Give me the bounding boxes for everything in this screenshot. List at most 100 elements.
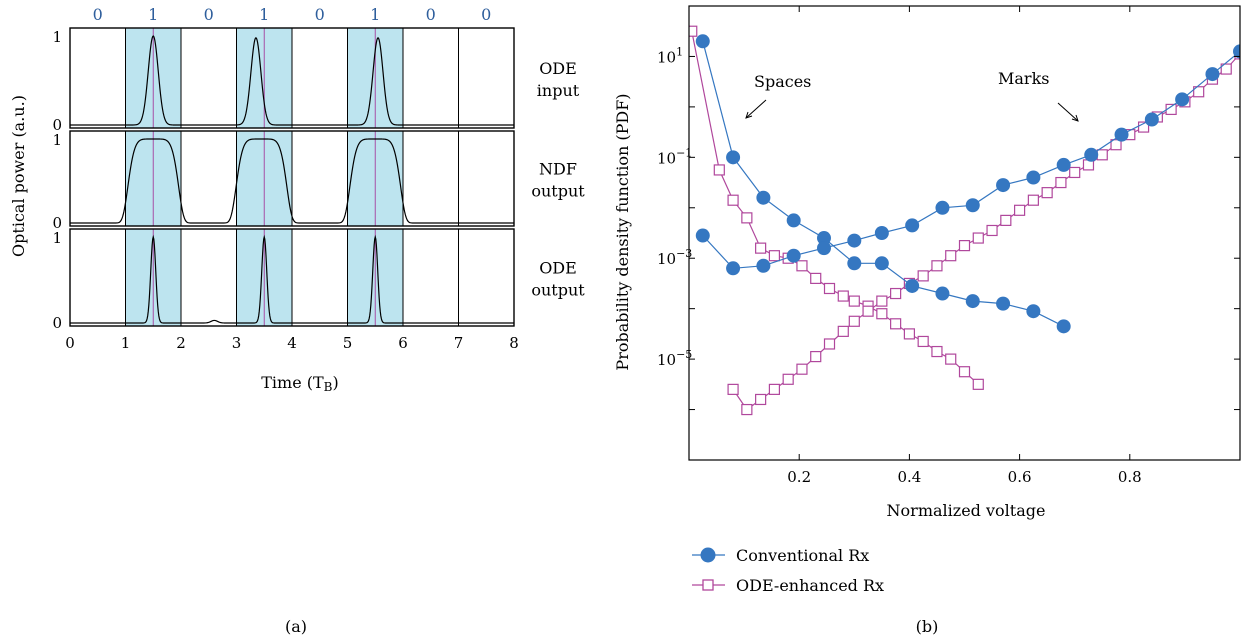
annotation-spaces: Spaces bbox=[754, 72, 811, 91]
y-tick-label: 101 bbox=[657, 45, 683, 66]
data-point-circle bbox=[1233, 44, 1240, 59]
data-point-square bbox=[1041, 187, 1053, 199]
panel-b-pdf: 0.2 0.4 0.6 0.8 101 10−1 10−3 10−5 Probability… bbox=[613, 5, 1241, 636]
data-point-square bbox=[1000, 214, 1012, 226]
x-tick-label: 1 bbox=[121, 334, 131, 352]
data-point-circle bbox=[935, 200, 950, 215]
bit-label: 1 bbox=[148, 5, 158, 24]
bit-label: 0 bbox=[481, 5, 491, 24]
data-point-square bbox=[768, 250, 781, 262]
annotation-marks-arrowhead bbox=[1071, 114, 1079, 122]
legend: Conventional Rx ODE-enhanced Rx bbox=[692, 546, 884, 595]
data-point-circle bbox=[996, 296, 1011, 311]
subplot-label: ODE bbox=[539, 259, 577, 278]
data-point-circle bbox=[756, 258, 771, 273]
x-tick-label: 6 bbox=[398, 334, 408, 352]
y-tick-label: 1 bbox=[52, 229, 62, 247]
y-tick-label: 1 bbox=[52, 131, 62, 149]
y-tick-label: 1 bbox=[52, 28, 62, 46]
data-point-square bbox=[823, 338, 836, 350]
data-point-square bbox=[958, 366, 971, 378]
data-point-circle bbox=[1114, 127, 1129, 142]
y-tick-label: 10−1 bbox=[657, 146, 692, 167]
power-trace bbox=[70, 35, 514, 126]
legend-item-ode-enhanced: ODE-enhanced Rx bbox=[692, 576, 884, 595]
data-point-square bbox=[1069, 166, 1081, 179]
data-point-circle bbox=[1026, 170, 1041, 185]
panel-b-label: (b) bbox=[916, 617, 939, 636]
data-point-square bbox=[768, 383, 781, 395]
data-point-square bbox=[848, 295, 860, 307]
data-point-square bbox=[972, 378, 984, 390]
data-point-circle bbox=[756, 190, 771, 205]
data-point-square bbox=[862, 305, 874, 317]
annotation-spaces-arrow bbox=[745, 99, 767, 119]
plot-frame bbox=[688, 5, 1241, 461]
data-point-circle bbox=[935, 286, 950, 301]
bit-label: 0 bbox=[426, 5, 436, 24]
x-tick-label: 0.6 bbox=[1008, 468, 1032, 486]
data-point-circle bbox=[786, 248, 801, 263]
data-point-square bbox=[1110, 139, 1122, 151]
data-point-square bbox=[1096, 149, 1108, 161]
data-point-square bbox=[837, 290, 849, 302]
data-point-square bbox=[917, 270, 929, 282]
data-point-square bbox=[876, 295, 888, 307]
subplot-ode-input: 0 1 ODE input bbox=[52, 27, 580, 134]
subplot-frame bbox=[69, 130, 515, 227]
data-point-square bbox=[1027, 194, 1039, 206]
data-point-square bbox=[727, 383, 739, 395]
data-point-square bbox=[755, 242, 767, 254]
y-tick-label: 10−5 bbox=[657, 348, 692, 369]
data-point-square bbox=[945, 353, 957, 365]
data-point-square bbox=[958, 240, 971, 252]
data-point-circle bbox=[695, 34, 710, 49]
x-tick-label: 0.2 bbox=[787, 468, 811, 486]
data-point-circle bbox=[905, 278, 920, 293]
a-y-axis-label: Optical power (a.u.) bbox=[9, 95, 28, 257]
x-tick-label: 2 bbox=[176, 334, 186, 352]
data-point-circle bbox=[816, 241, 831, 256]
x-tick-label: 8 bbox=[509, 334, 519, 352]
x-tick-label: 0 bbox=[65, 334, 75, 352]
subplot-label: ODE bbox=[539, 59, 577, 78]
legend-label-conventional: Conventional Rx bbox=[736, 546, 869, 565]
data-point-circle bbox=[1144, 112, 1159, 127]
series-line-spaces bbox=[691, 31, 979, 385]
data-point-square bbox=[1055, 176, 1067, 189]
data-point-square bbox=[689, 25, 698, 37]
annotation-marks: Marks bbox=[998, 69, 1049, 88]
x-tick-label: 7 bbox=[454, 334, 464, 352]
data-point-circle bbox=[695, 228, 710, 243]
data-point-square bbox=[876, 308, 888, 320]
b-y-tick-labels: 101 10−1 10−3 10−5 bbox=[657, 5, 1240, 461]
data-point-square bbox=[782, 373, 794, 385]
bit-label: 0 bbox=[93, 5, 103, 24]
a-x-axis-label: Time (TB) bbox=[261, 373, 339, 394]
data-point-circle bbox=[1084, 147, 1099, 162]
data-point-square bbox=[823, 282, 836, 295]
x-tick-label: 0.8 bbox=[1118, 468, 1142, 486]
panel-a-label: (a) bbox=[285, 617, 307, 636]
legend-item-conventional: Conventional Rx bbox=[692, 546, 869, 565]
subplot-ndf-output: 0 1 NDF output bbox=[52, 130, 585, 232]
series-layer bbox=[689, 25, 1240, 416]
data-point-square bbox=[741, 403, 753, 416]
bit-label: 1 bbox=[259, 5, 269, 24]
b-x-axis-label: Normalized voltage bbox=[887, 501, 1046, 520]
data-point-circle bbox=[1205, 67, 1220, 82]
data-point-square bbox=[890, 318, 902, 330]
x-tick-label: 5 bbox=[343, 334, 353, 352]
data-point-square bbox=[837, 325, 849, 337]
data-point-circle bbox=[965, 294, 980, 309]
data-point-square bbox=[903, 328, 916, 340]
legend-marker-circle bbox=[700, 547, 716, 563]
legend-marker-square bbox=[702, 579, 714, 591]
x-tick-label: 0.4 bbox=[897, 468, 921, 486]
power-trace bbox=[70, 138, 514, 224]
data-point-circle bbox=[786, 213, 801, 228]
data-point-circle bbox=[874, 226, 889, 240]
data-point-square bbox=[848, 315, 860, 327]
data-point-square bbox=[931, 260, 943, 272]
